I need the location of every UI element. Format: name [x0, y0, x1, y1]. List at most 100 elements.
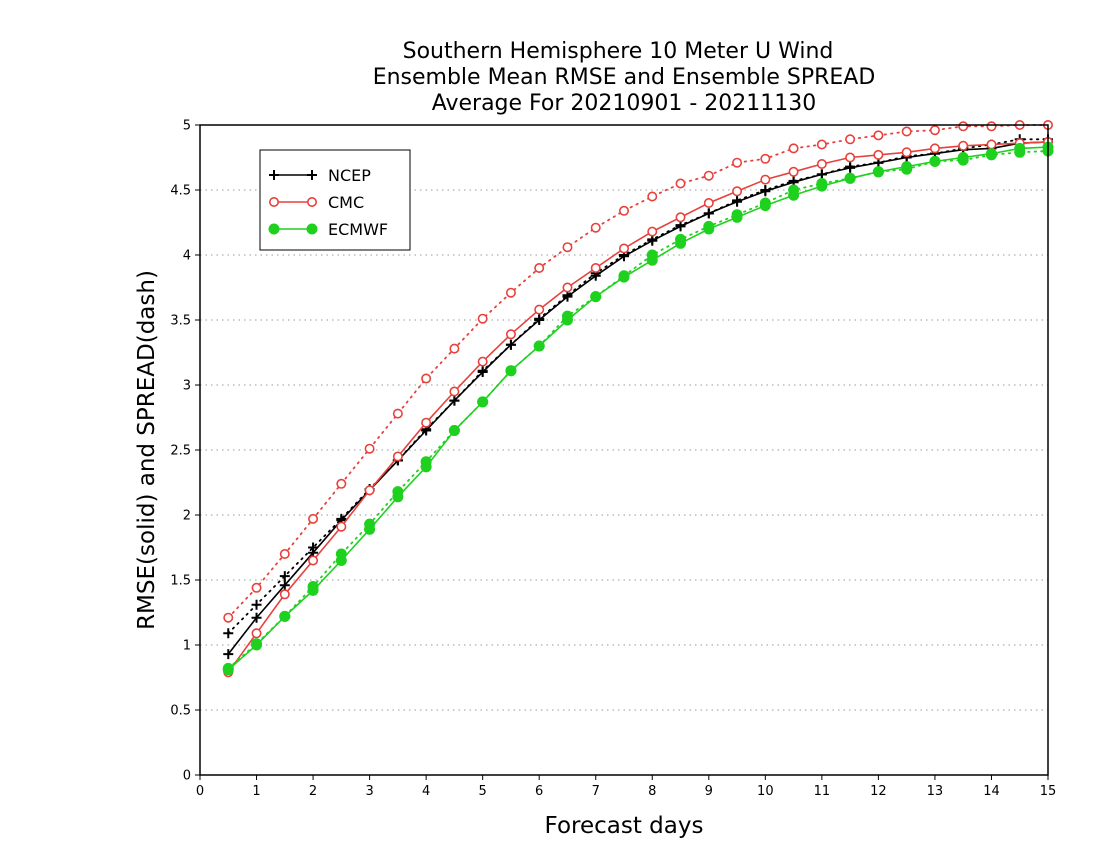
- ncep-rmse-point: [845, 162, 856, 173]
- x-tick-label: 4: [422, 784, 430, 799]
- y-tick-label: 0.5: [170, 704, 191, 719]
- cmc-rmse-point: [788, 166, 799, 177]
- cmc-rmse-point: [703, 198, 714, 209]
- legend-marker-cmc: [306, 197, 317, 208]
- cmc-spread-point: [873, 130, 884, 141]
- cmc-spread-point: [279, 548, 290, 559]
- ncep-rmse-point: [534, 315, 545, 325]
- cmc-rmse-point: [534, 304, 545, 315]
- ncep-rmse-point: [505, 339, 516, 350]
- cmc-spread-point: [336, 478, 347, 489]
- cmc-rmse-point: [958, 140, 969, 151]
- ncep-rmse-point: [223, 649, 234, 660]
- y-tick-label: 4: [183, 249, 191, 264]
- ecmwf-rmse-point: [364, 523, 376, 535]
- legend-label-cmc: CMC: [328, 193, 364, 212]
- ecmwf-rmse-point: [307, 584, 319, 596]
- cmc-rmse-point: [845, 152, 856, 163]
- legend-marker-ecmwf: [268, 223, 280, 235]
- cmc-spread-point: [816, 139, 827, 150]
- ecmwf-rmse-point: [872, 166, 884, 178]
- ncep-rmse-point: [279, 580, 290, 591]
- legend-marker-cmc: [268, 197, 279, 208]
- cmc-rmse-point: [562, 282, 573, 293]
- x-tick-label: 12: [870, 784, 887, 799]
- cmc-rmse-point: [336, 521, 347, 532]
- y-tick-label: 4.5: [170, 184, 191, 199]
- ecmwf-rmse-point: [505, 365, 517, 377]
- legend-label-ncep: NCEP: [328, 166, 371, 185]
- legend-marker-ncep: [307, 170, 317, 180]
- y-tick-label: 5: [183, 119, 191, 134]
- cmc-rmse-point: [505, 329, 516, 340]
- cmc-spread-point: [308, 513, 319, 524]
- ecmwf-rmse-point: [901, 161, 913, 173]
- x-tick-label: 13: [927, 784, 944, 799]
- ncep-rmse-point: [760, 186, 771, 197]
- x-tick-label: 10: [757, 784, 774, 799]
- ncep-rmse-point: [675, 221, 686, 232]
- ecmwf-rmse-point: [477, 396, 489, 408]
- ecmwf-rmse-point: [646, 254, 658, 266]
- cmc-rmse-point: [675, 212, 686, 223]
- ecmwf-rmse-point: [844, 172, 856, 184]
- ecmwf-rmse-point: [251, 639, 263, 651]
- cmc-spread-point: [392, 408, 403, 419]
- ncep-spread-point: [251, 599, 262, 610]
- chart-title: Southern Hemisphere 10 Meter U Wind Ense…: [373, 39, 876, 116]
- legend: NCEP CMC ECMWF: [259, 149, 411, 251]
- cmc-rmse-point: [873, 149, 884, 160]
- cmc-spread-point: [760, 153, 771, 164]
- ncep-rmse-point: [703, 208, 714, 219]
- y-tick-label: 1: [183, 639, 191, 654]
- ecmwf-rmse-point: [222, 664, 234, 676]
- cmc-spread-point: [732, 157, 743, 168]
- x-tick-label: 3: [365, 784, 373, 799]
- ecmwf-rmse-point: [335, 555, 347, 566]
- cmc-rmse-point: [251, 628, 262, 639]
- cmc-rmse-point: [647, 226, 658, 237]
- cmc-spread-point: [421, 373, 432, 384]
- cmc-spread-point: [901, 126, 912, 137]
- x-axis-ticks: 0 1 2 3 4 5 6 7 8 9 10 11 12 13 14 15: [196, 775, 1056, 799]
- ncep-rmse-point: [449, 395, 460, 406]
- cmc-spread-point: [505, 287, 516, 298]
- legend-label-ecmwf: ECMWF: [328, 220, 388, 239]
- ncep-rmse-point: [477, 367, 488, 377]
- cmc-rmse-point: [901, 147, 912, 158]
- cmc-spread-point: [675, 178, 686, 189]
- plot-area: [222, 120, 1054, 678]
- y-tick-label: 2: [183, 509, 191, 524]
- ecmwf-rmse-point: [420, 461, 432, 473]
- x-tick-label: 5: [479, 784, 487, 799]
- ecmwf-rmse-point: [279, 610, 291, 622]
- x-tick-label: 8: [648, 784, 656, 799]
- cmc-rmse-point: [279, 589, 290, 600]
- y-tick-label: 3.5: [170, 314, 191, 329]
- ncep-rmse-point: [562, 291, 573, 302]
- ecmwf-rmse-point: [985, 148, 997, 160]
- cmc-rmse-point: [364, 485, 375, 496]
- ecmwf-rmse-point: [703, 223, 715, 235]
- cmc-spread-point: [986, 121, 997, 132]
- y-tick-label: 3: [183, 379, 191, 394]
- ecmwf-rmse-point: [816, 180, 828, 192]
- cmc-spread-point: [562, 242, 573, 253]
- cmc-spread-point: [958, 121, 969, 132]
- cmc-rmse-point: [929, 143, 940, 154]
- cmc-spread-point: [618, 205, 629, 216]
- ncep-rmse-point: [647, 235, 658, 246]
- x-tick-label: 7: [592, 784, 600, 799]
- cmc-spread-point: [929, 125, 940, 136]
- cmc-spread-point: [845, 134, 856, 145]
- y-axis-ticks: 0 0.5 1 1.5 2 2.5 3 3.5 4 4.5 5: [170, 119, 200, 784]
- x-tick-label: 6: [535, 784, 543, 799]
- cmc-spread-point: [788, 143, 799, 154]
- ncep-rmse-point: [816, 169, 827, 180]
- cmc-rmse-point: [816, 159, 827, 170]
- ecmwf-rmse-point: [392, 491, 404, 503]
- ncep-spread-point: [279, 571, 290, 582]
- ecmwf-rmse-point: [590, 291, 602, 303]
